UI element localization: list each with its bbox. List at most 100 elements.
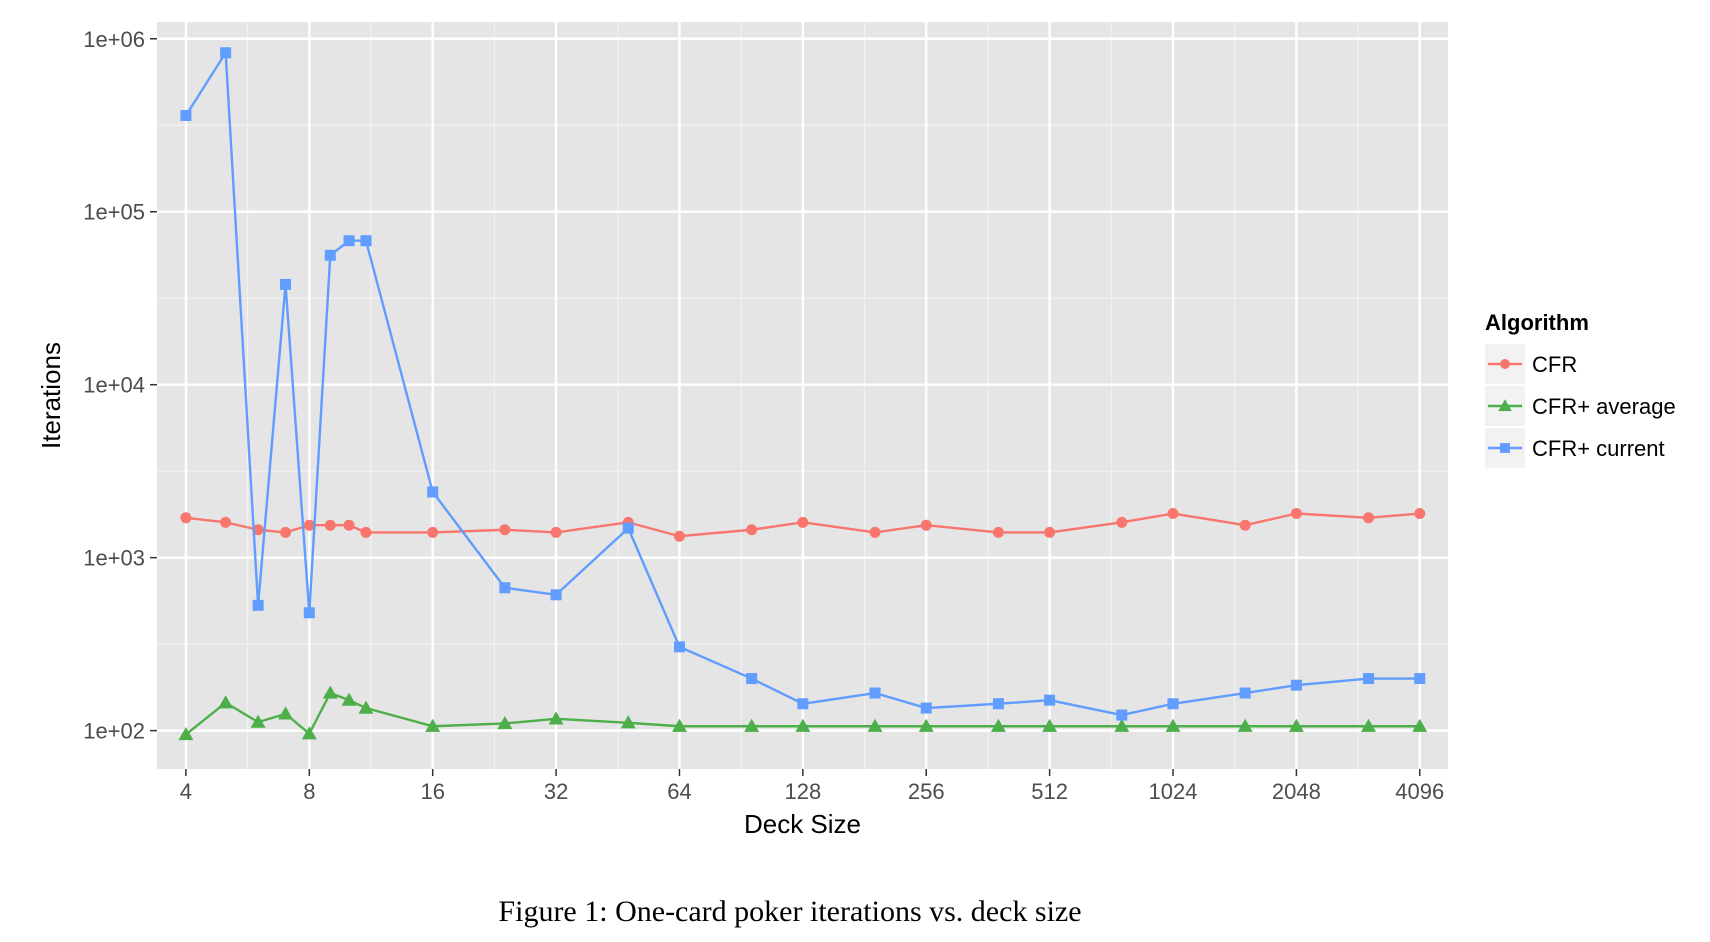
data-point-circle xyxy=(1167,508,1179,520)
data-point-triangle xyxy=(250,714,266,728)
data-point-circle xyxy=(180,512,192,524)
y-tick-label: 1e+06 xyxy=(83,27,145,52)
data-point-circle xyxy=(427,526,439,538)
data-point-triangle xyxy=(548,711,564,725)
data-point-circle xyxy=(797,516,809,528)
data-point-circle xyxy=(869,526,881,538)
data-point-circle xyxy=(360,526,372,538)
y-tick-label: 1e+04 xyxy=(83,373,145,398)
data-point-circle xyxy=(746,524,758,536)
data-point-circle xyxy=(673,530,685,542)
data-point-circle xyxy=(992,526,1004,538)
data-point-square xyxy=(550,589,562,601)
data-point-square xyxy=(1239,687,1251,699)
legend-item-cfr: CFR xyxy=(1485,344,1577,384)
data-point-square xyxy=(869,687,881,699)
legend-item-cfr-average: CFR+ average xyxy=(1485,386,1676,426)
data-point-triangle xyxy=(1412,718,1428,732)
data-point-square xyxy=(797,698,809,710)
data-point-square xyxy=(280,278,292,290)
data-point-square xyxy=(180,110,192,122)
data-point-triangle xyxy=(322,685,338,699)
data-point-triangle xyxy=(867,718,883,732)
data-point-triangle xyxy=(341,692,357,706)
data-point-square xyxy=(920,702,932,714)
series-layer xyxy=(178,47,1428,741)
x-tick-label: 512 xyxy=(1031,779,1068,804)
data-point-triangle xyxy=(218,695,234,709)
data-point-triangle xyxy=(1361,718,1377,732)
data-point-square xyxy=(252,599,264,611)
data-point-triangle xyxy=(301,726,317,740)
data-point-square xyxy=(992,698,1004,710)
data-point-square xyxy=(1500,443,1510,453)
data-point-triangle xyxy=(1165,718,1181,732)
data-point-square xyxy=(1167,698,1179,710)
x-tick-label: 4096 xyxy=(1395,779,1444,804)
y-axis-title: Iterations xyxy=(36,342,66,449)
data-point-triangle xyxy=(278,706,294,720)
data-point-circle xyxy=(324,519,336,531)
data-point-triangle xyxy=(1498,399,1512,412)
x-axis: 4 8 16 32 64 128 256 512 1024 2048 4096 xyxy=(180,769,1444,804)
x-axis-title: Deck Size xyxy=(744,809,861,839)
chart: 4 8 16 32 64 128 256 512 1024 2048 4096 1e+02 1e+03… xyxy=(36,22,1676,839)
legend: Algorithm CFR CFR+ average CFR+ current xyxy=(1485,310,1676,468)
data-point-circle xyxy=(303,519,315,531)
y-tick-label: 1e+03 xyxy=(83,546,145,571)
data-point-circle xyxy=(1414,508,1426,520)
data-point-circle xyxy=(550,526,562,538)
x-tick-label: 1024 xyxy=(1149,779,1198,804)
x-tick-label: 2048 xyxy=(1272,779,1321,804)
data-point-circle xyxy=(1116,516,1128,528)
data-point-triangle xyxy=(425,718,441,732)
data-point-circle xyxy=(920,519,932,531)
data-point-square xyxy=(324,249,336,261)
legend-item-cfr-current: CFR+ current xyxy=(1485,428,1665,468)
data-point-square xyxy=(1116,709,1128,721)
data-point-square xyxy=(746,673,758,685)
x-tick-label: 32 xyxy=(544,779,568,804)
data-point-triangle xyxy=(1114,718,1130,732)
data-point-triangle xyxy=(620,715,636,729)
x-tick-label: 64 xyxy=(667,779,691,804)
data-point-square xyxy=(1290,679,1302,691)
data-point-circle xyxy=(1290,508,1302,520)
data-point-triangle xyxy=(358,700,374,714)
x-tick-label: 128 xyxy=(784,779,821,804)
data-point-square xyxy=(427,486,439,498)
data-point-circle xyxy=(1500,359,1510,369)
data-point-circle xyxy=(220,516,232,528)
data-point-triangle xyxy=(918,718,934,732)
x-tick-label: 16 xyxy=(420,779,444,804)
data-point-triangle xyxy=(1288,718,1304,732)
data-point-square xyxy=(1363,673,1375,685)
data-point-circle xyxy=(252,524,264,536)
series-cfr-current xyxy=(180,47,1426,721)
figure-caption: Figure 1: One-card poker iterations vs. … xyxy=(498,895,1082,928)
series-cfr-average xyxy=(178,685,1428,741)
data-point-circle xyxy=(343,519,355,531)
data-point-circle xyxy=(1044,526,1056,538)
data-point-square xyxy=(360,235,372,247)
data-point-square xyxy=(1414,673,1426,685)
data-point-triangle xyxy=(1042,718,1058,732)
legend-label: CFR+ average xyxy=(1532,394,1676,419)
data-point-triangle xyxy=(990,718,1006,732)
x-tick-label: 4 xyxy=(180,779,192,804)
data-point-circle xyxy=(1239,519,1251,531)
x-tick-label: 8 xyxy=(303,779,315,804)
data-point-triangle xyxy=(178,726,194,741)
data-point-triangle xyxy=(744,718,760,732)
data-point-triangle xyxy=(795,718,811,732)
legend-label: CFR xyxy=(1532,352,1577,377)
data-point-triangle xyxy=(671,718,687,732)
data-point-circle xyxy=(1363,512,1375,524)
data-point-square xyxy=(1044,694,1056,706)
data-point-square xyxy=(622,522,634,534)
data-point-square xyxy=(220,47,232,59)
data-point-triangle xyxy=(497,715,513,730)
data-point-square xyxy=(673,641,685,653)
data-point-circle xyxy=(499,524,511,536)
y-tick-label: 1e+05 xyxy=(83,200,145,225)
